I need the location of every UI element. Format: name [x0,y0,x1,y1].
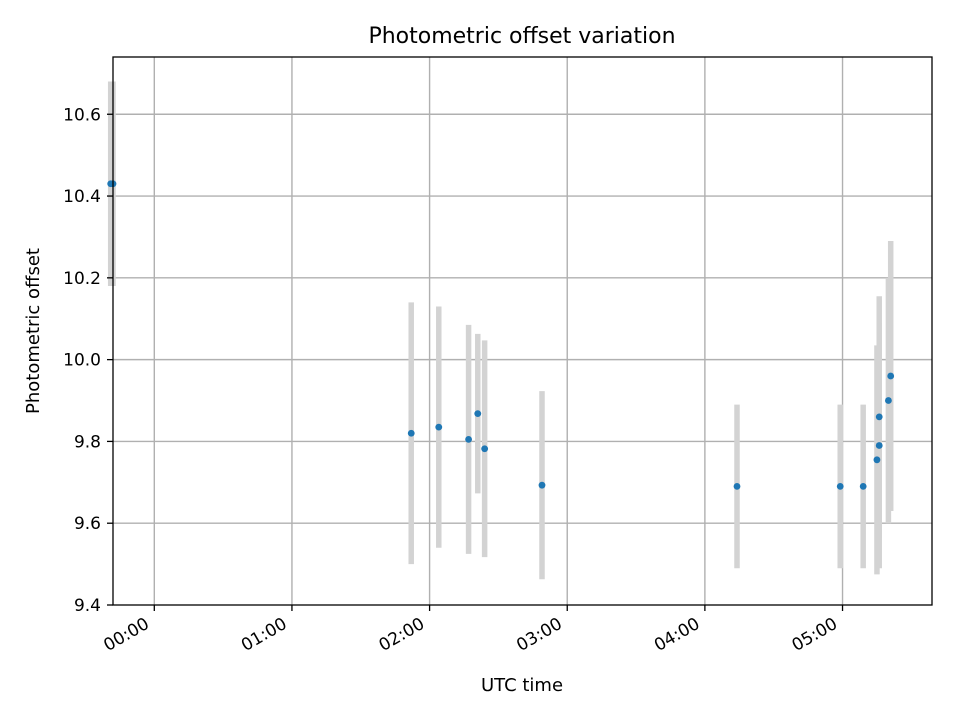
y-tick-label: 9.6 [74,514,101,534]
data-point [435,423,443,431]
x-tick-label: 02:00 [376,614,428,656]
y-axis-label: Photometric offset [23,248,44,414]
data-point [481,445,489,453]
y-tick-label: 10.0 [63,351,101,371]
x-axis-ticks: 00:00 01:00 02:00 03:00 04:00 05:00 [100,605,844,656]
x-tick-label: 05:00 [789,614,841,656]
data-point [875,413,883,421]
x-tick-label: 01:00 [238,614,290,656]
data-point [474,410,482,418]
error-bars [107,81,894,580]
x-tick-label: 03:00 [513,614,565,656]
y-tick-label: 10.2 [63,269,101,289]
data-point [538,481,546,489]
data-points [107,180,895,490]
data-point [873,456,881,464]
data-point [407,429,415,437]
y-tick-label: 10.4 [63,187,101,207]
y-axis-ticks: 9.4 9.6 9.8 10.0 10.2 10.4 10.6 [63,105,113,616]
y-tick-label: 9.4 [74,596,101,616]
chart-title: Photometric offset variation [368,24,675,49]
data-point [733,483,741,490]
data-point [859,483,867,490]
data-point [465,435,472,443]
y-tick-label: 9.8 [74,432,101,452]
plot-frame [112,56,933,606]
data-point [887,372,895,380]
x-axis-label: UTC time [481,675,563,696]
data-point [836,483,844,490]
x-tick-label: 00:00 [100,614,152,656]
grid-lines [113,57,932,605]
data-point [885,397,892,404]
y-tick-label: 10.6 [63,105,101,125]
data-point [875,442,883,449]
x-tick-label: 04:00 [651,614,703,656]
